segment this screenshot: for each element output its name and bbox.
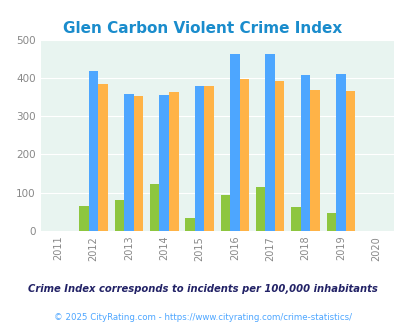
Bar bbox=[230, 54, 239, 231]
Bar bbox=[255, 187, 265, 231]
Bar bbox=[168, 92, 178, 231]
Bar bbox=[309, 90, 319, 231]
Bar bbox=[274, 81, 284, 231]
Bar bbox=[194, 86, 204, 231]
Bar bbox=[204, 86, 213, 231]
Text: Crime Index corresponds to incidents per 100,000 inhabitants: Crime Index corresponds to incidents per… bbox=[28, 284, 377, 294]
Bar bbox=[220, 195, 230, 231]
Bar bbox=[149, 184, 159, 231]
Text: © 2025 CityRating.com - https://www.cityrating.com/crime-statistics/: © 2025 CityRating.com - https://www.city… bbox=[54, 313, 351, 322]
Text: Glen Carbon Violent Crime Index: Glen Carbon Violent Crime Index bbox=[63, 21, 342, 36]
Bar bbox=[79, 206, 89, 231]
Bar bbox=[345, 90, 354, 231]
Bar bbox=[124, 94, 133, 231]
Bar bbox=[114, 200, 124, 231]
Bar bbox=[98, 84, 108, 231]
Bar bbox=[335, 74, 345, 231]
Bar bbox=[239, 79, 249, 231]
Bar bbox=[265, 54, 274, 231]
Bar bbox=[89, 71, 98, 231]
Bar bbox=[290, 207, 300, 231]
Bar bbox=[300, 75, 309, 231]
Bar bbox=[326, 213, 335, 231]
Bar bbox=[133, 96, 143, 231]
Bar bbox=[185, 218, 194, 231]
Bar bbox=[159, 95, 168, 231]
